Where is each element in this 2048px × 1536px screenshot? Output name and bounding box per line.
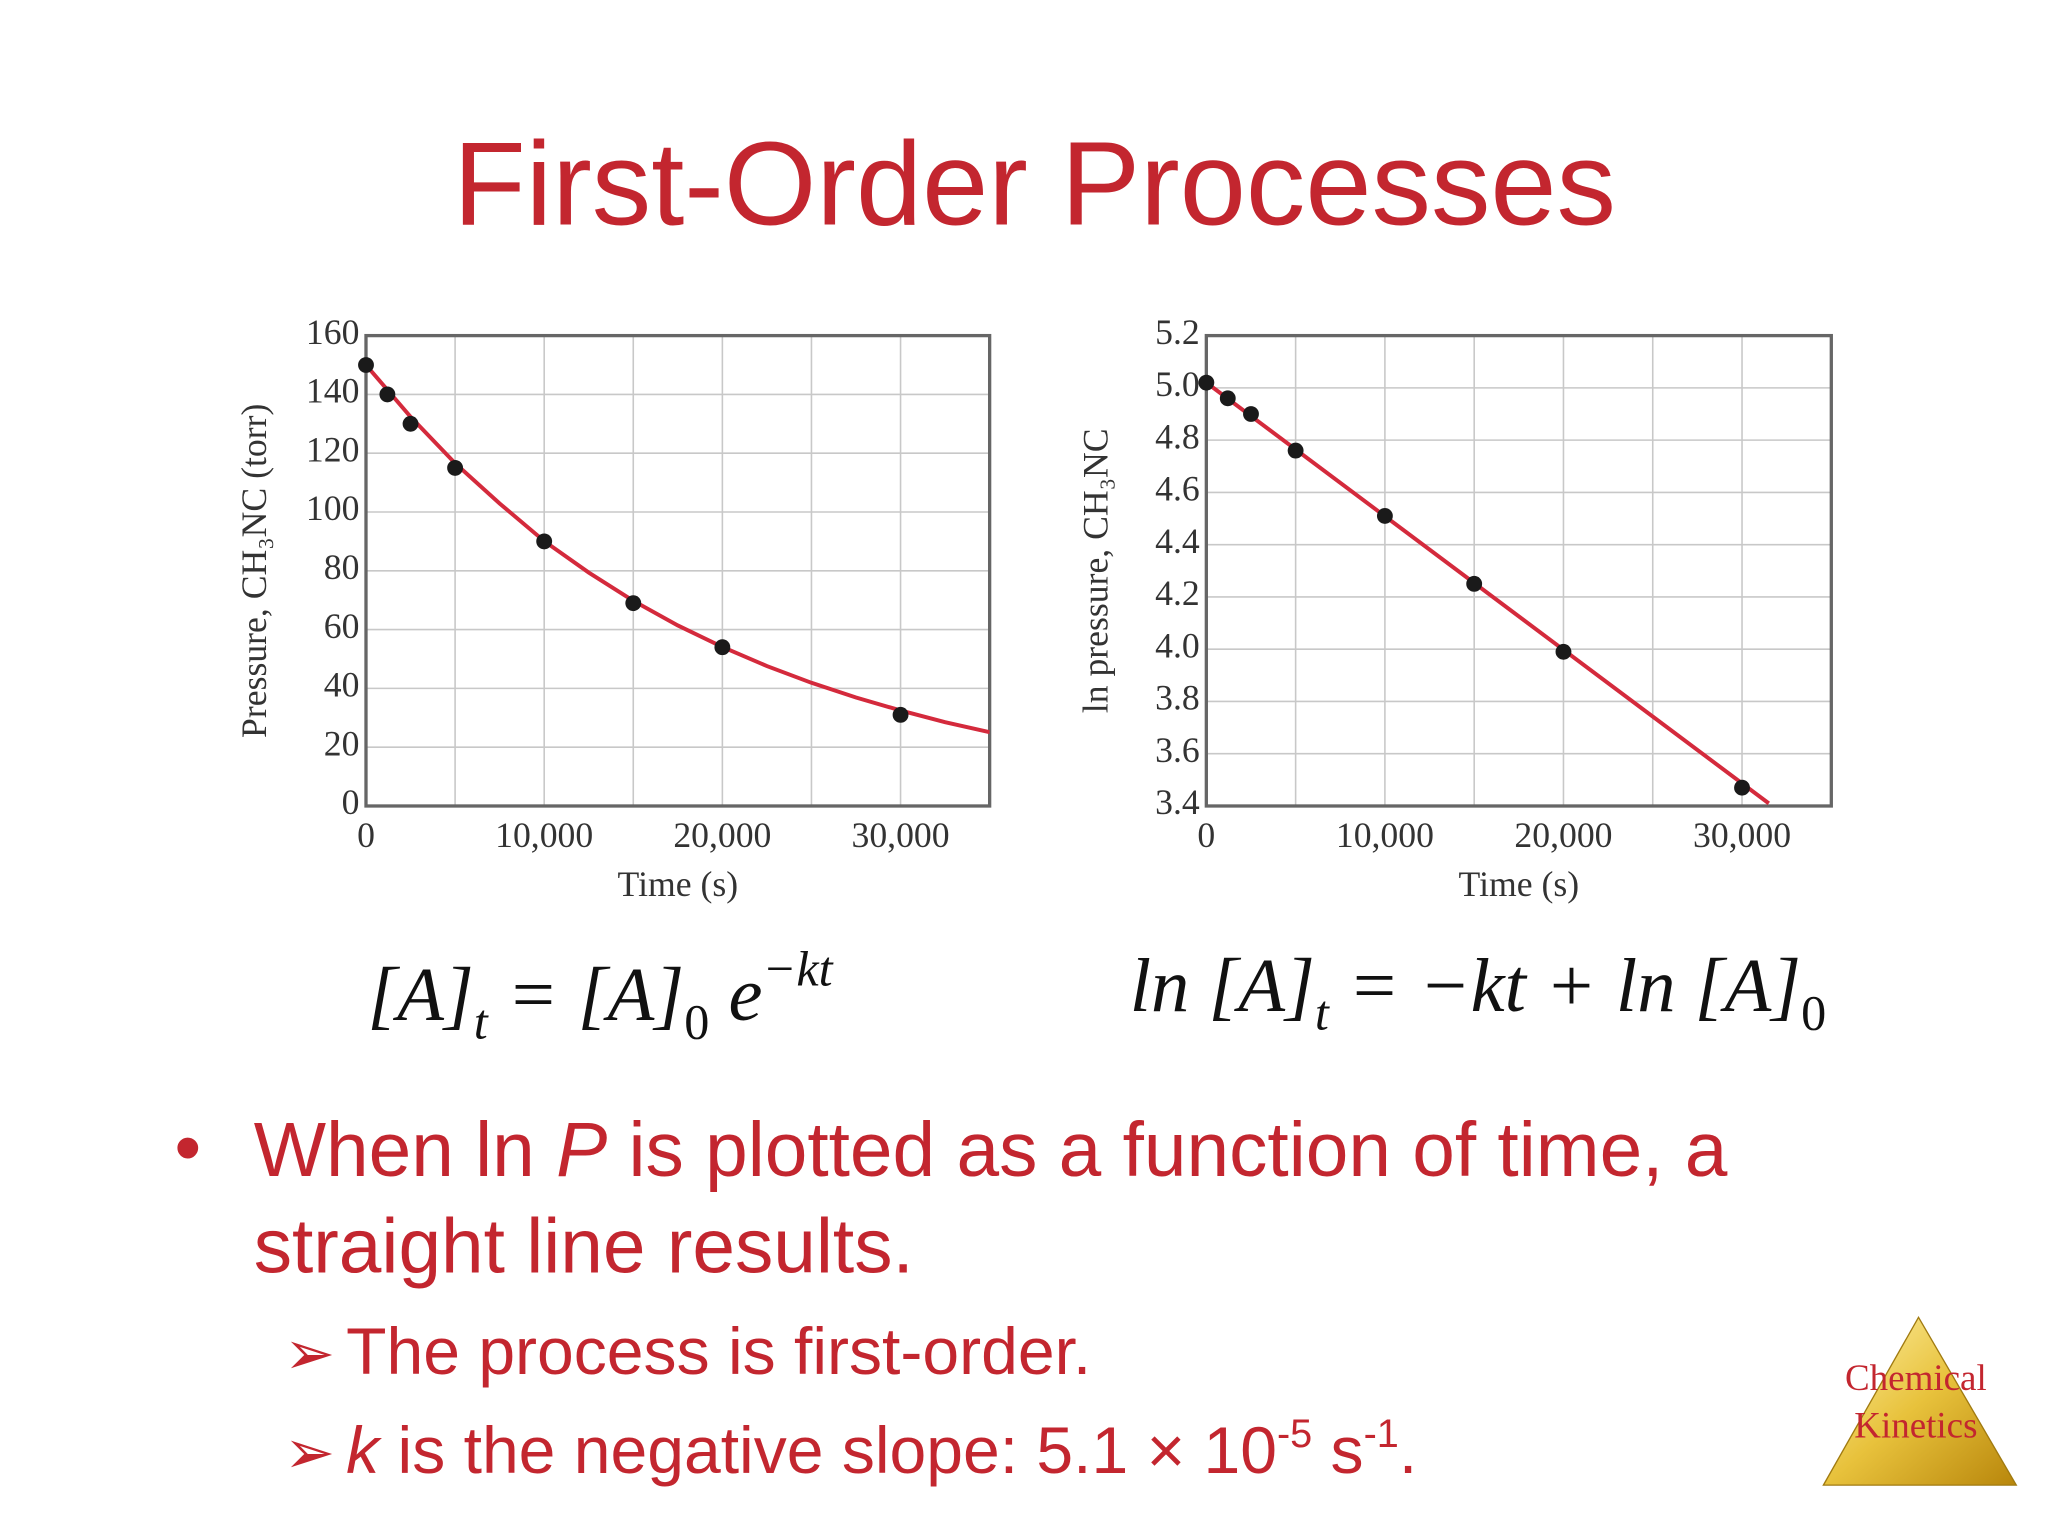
logo-text: Chemical: [1845, 1358, 1987, 1399]
plot-area: [1206, 335, 1832, 806]
text-italic: k: [346, 1413, 382, 1487]
x-tick-label: 0: [357, 815, 375, 855]
y-tick-label: 60: [324, 606, 360, 646]
text-part: .: [1399, 1413, 1417, 1487]
text-sup: -1: [1364, 1412, 1399, 1456]
y-tick-label: 20: [324, 723, 360, 763]
equation: [A]t = [A]0 e−kt: [367, 941, 833, 1050]
y-axis-label: Pressure, CH₃NC (torr): [234, 404, 274, 738]
bullet-text: When ln P is plotted as a function of ti…: [254, 1108, 1728, 1193]
text-part: s: [1312, 1413, 1363, 1487]
x-tick-label: 20,000: [673, 815, 771, 855]
y-tick-label: 4.8: [1155, 416, 1200, 456]
sub-bullet-mark: ➢: [284, 1319, 335, 1387]
data-point: [1466, 575, 1483, 592]
text-part: When ln: [254, 1108, 556, 1193]
x-axis-label: Time (s): [618, 864, 739, 904]
sub-bullet-text: k is the negative slope: 5.1 × 10-5 s-1.: [346, 1412, 1417, 1487]
data-point: [1555, 643, 1572, 660]
data-point: [1219, 390, 1236, 407]
data-point: [892, 706, 909, 723]
eq-sub: t: [474, 994, 489, 1050]
eq-sub: 0: [684, 994, 709, 1050]
y-axis-label: ln pressure, CH₃NC: [1076, 428, 1116, 713]
text-italic: P: [556, 1108, 607, 1193]
sub-bullet-text: The process is first-order.: [346, 1314, 1091, 1388]
data-point: [714, 639, 731, 656]
data-point: [402, 415, 419, 432]
x-tick-label: 0: [1197, 815, 1215, 855]
eq-part: e: [709, 952, 762, 1037]
y-tick-label: 3.8: [1155, 678, 1200, 718]
eq-part: ln [A]: [1130, 943, 1315, 1028]
fit-line: [365, 363, 990, 735]
y-tick-label: 3.4: [1155, 782, 1200, 822]
data-point: [1287, 442, 1304, 459]
text-sup: -5: [1277, 1412, 1312, 1456]
x-tick-label: 10,000: [1336, 815, 1434, 855]
eq-part: = [A]: [488, 952, 684, 1037]
eq-sub: 0: [1801, 984, 1826, 1040]
plot-frame: [364, 333, 992, 808]
logo-text: Kinetics: [1854, 1406, 1977, 1447]
y-tick-label: 5.2: [1155, 312, 1200, 352]
eq-part: [A]: [367, 952, 473, 1037]
y-tick-label: 80: [324, 547, 360, 587]
bullet-text: straight line results.: [254, 1204, 914, 1289]
y-tick-label: 160: [306, 312, 359, 352]
equation: ln [A]t = −kt + ln [A]0: [1130, 943, 1827, 1040]
data-point: [1198, 374, 1215, 391]
y-tick-label: 4.6: [1155, 469, 1200, 509]
data-point: [447, 459, 464, 476]
y-tick-label: 140: [306, 371, 359, 411]
data-point: [625, 595, 642, 612]
data-point: [379, 386, 396, 403]
bullet-mark: •: [174, 1105, 201, 1190]
eq-sup: −kt: [762, 941, 833, 997]
slide-title: First-Order Processes: [453, 118, 1616, 251]
y-tick-label: 4.4: [1155, 521, 1200, 561]
x-tick-label: 30,000: [1693, 815, 1791, 855]
eq-sub: t: [1315, 984, 1330, 1040]
text-part: is the negative slope: 5.1 × 10: [379, 1413, 1277, 1487]
y-tick-label: 4.2: [1155, 573, 1200, 613]
x-tick-label: 30,000: [852, 815, 950, 855]
y-tick-label: 120: [306, 429, 359, 469]
y-tick-label: 40: [324, 665, 360, 705]
y-tick-label: 0: [342, 782, 360, 822]
text-part: is plotted as a function of time, a: [607, 1108, 1728, 1193]
data-point: [358, 357, 374, 373]
y-tick-label: 4.0: [1155, 625, 1200, 665]
y-tick-label: 3.6: [1155, 730, 1200, 770]
x-axis-label: Time (s): [1459, 864, 1580, 904]
sub-bullet-mark: ➢: [284, 1418, 335, 1486]
eq-part: = −kt + ln [A]: [1329, 943, 1801, 1028]
plot-frame: [1204, 333, 1833, 808]
y-tick-label: 100: [306, 488, 359, 528]
logo-triangle: [1822, 1316, 2018, 1486]
data-point: [1243, 406, 1259, 422]
x-tick-label: 20,000: [1514, 815, 1612, 855]
data-point: [1376, 507, 1393, 524]
x-tick-label: 10,000: [495, 815, 593, 855]
data-point: [1734, 779, 1750, 796]
data-point: [536, 533, 553, 550]
y-tick-label: 5.0: [1155, 364, 1200, 404]
